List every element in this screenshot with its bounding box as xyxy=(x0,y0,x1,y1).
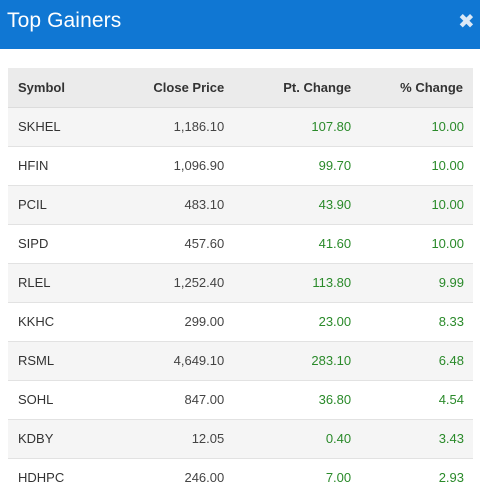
column-header-close-price: Close Price xyxy=(114,68,225,108)
cell-pt-change: 113.80 xyxy=(224,263,352,303)
cell-close-price: 12.05 xyxy=(114,419,225,459)
cell-close-price: 1,252.40 xyxy=(114,263,225,303)
cell-symbol: RLEL xyxy=(8,263,115,303)
table-header-row: Symbol Close Price Pt. Change % Change xyxy=(8,68,473,108)
cell-symbol: SIPD xyxy=(8,224,115,264)
table-row: KKHC 299.00 23.00 8.33 xyxy=(8,302,473,342)
cell-close-price: 1,186.10 xyxy=(114,107,225,147)
cell-close-price: 847.00 xyxy=(114,380,225,420)
cell-pt-change: 0.40 xyxy=(224,419,352,459)
cell-pt-change: 41.60 xyxy=(224,224,352,264)
column-header-pct-change: % Change xyxy=(351,68,473,108)
cell-symbol: HDHPC xyxy=(8,458,115,491)
cell-pct-change: 10.00 xyxy=(351,107,473,147)
cell-pt-change: 43.90 xyxy=(224,185,352,225)
cell-symbol: KDBY xyxy=(8,419,115,459)
dialog-header: Top Gainers ✖ xyxy=(0,0,480,49)
cell-pt-change: 283.10 xyxy=(224,341,352,381)
table-row: RLEL 1,252.40 113.80 9.99 xyxy=(8,263,473,303)
cell-close-price: 1,096.90 xyxy=(114,146,225,186)
table-row: SIPD 457.60 41.60 10.00 xyxy=(8,224,473,264)
gainers-table: Symbol Close Price Pt. Change % Change S… xyxy=(8,68,473,491)
cell-symbol: SOHL xyxy=(8,380,115,420)
cell-close-price: 246.00 xyxy=(114,458,225,491)
column-header-symbol: Symbol xyxy=(8,68,115,108)
table-row: KDBY 12.05 0.40 3.43 xyxy=(8,419,473,459)
cell-close-price: 457.60 xyxy=(114,224,225,264)
cell-pt-change: 107.80 xyxy=(224,107,352,147)
table-row: SOHL 847.00 36.80 4.54 xyxy=(8,380,473,420)
cell-pct-change: 10.00 xyxy=(351,185,473,225)
cell-symbol: PCIL xyxy=(8,185,115,225)
cell-close-price: 299.00 xyxy=(114,302,225,342)
column-header-pt-change: Pt. Change xyxy=(224,68,352,108)
gainers-table-container: Symbol Close Price Pt. Change % Change S… xyxy=(8,68,473,491)
table-row: RSML 4,649.10 283.10 6.48 xyxy=(8,341,473,381)
cell-pct-change: 9.99 xyxy=(351,263,473,303)
cell-pct-change: 2.93 xyxy=(351,458,473,491)
cell-pct-change: 4.54 xyxy=(351,380,473,420)
cell-symbol: HFIN xyxy=(8,146,115,186)
dialog-title: Top Gainers xyxy=(7,9,122,32)
cell-pct-change: 10.00 xyxy=(351,146,473,186)
cell-symbol: SKHEL xyxy=(8,107,115,147)
table-row: HDHPC 246.00 7.00 2.93 xyxy=(8,458,473,491)
table-body: SKHEL 1,186.10 107.80 10.00 HFIN 1,096.9… xyxy=(8,107,473,491)
cell-pt-change: 36.80 xyxy=(224,380,352,420)
cell-pct-change: 8.33 xyxy=(351,302,473,342)
cell-close-price: 483.10 xyxy=(114,185,225,225)
cell-pt-change: 7.00 xyxy=(224,458,352,491)
cell-pct-change: 6.48 xyxy=(351,341,473,381)
table-row: SKHEL 1,186.10 107.80 10.00 xyxy=(8,107,473,147)
cell-pt-change: 99.70 xyxy=(224,146,352,186)
close-icon[interactable]: ✖ xyxy=(458,11,475,33)
cell-symbol: KKHC xyxy=(8,302,115,342)
table-row: PCIL 483.10 43.90 10.00 xyxy=(8,185,473,225)
cell-symbol: RSML xyxy=(8,341,115,381)
cell-pct-change: 3.43 xyxy=(351,419,473,459)
cell-pt-change: 23.00 xyxy=(224,302,352,342)
table-row: HFIN 1,096.90 99.70 10.00 xyxy=(8,146,473,186)
cell-pct-change: 10.00 xyxy=(351,224,473,264)
cell-close-price: 4,649.10 xyxy=(114,341,225,381)
